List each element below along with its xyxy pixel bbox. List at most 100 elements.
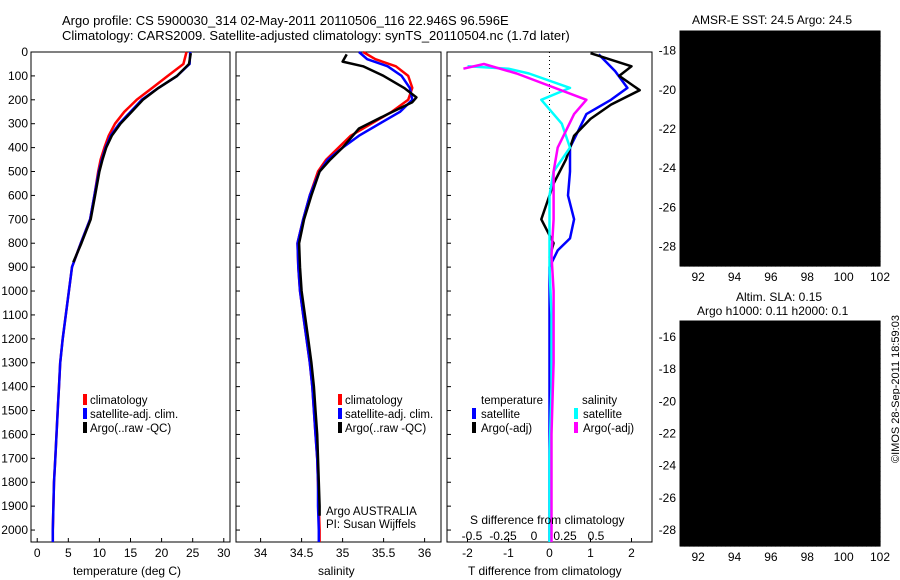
sla-map-cell xyxy=(825,353,831,360)
sst-map-cell xyxy=(793,55,799,61)
sst-map-cell xyxy=(820,261,827,267)
sla-map-cell xyxy=(689,330,695,336)
sla-map-cell xyxy=(784,414,790,421)
sla-map-cell xyxy=(848,527,854,533)
sla-map-cell xyxy=(716,349,722,355)
sst-map-cell xyxy=(766,256,772,262)
sst-map-cell xyxy=(816,109,822,115)
sla-map-cell xyxy=(752,499,758,505)
sst-map-cell xyxy=(775,256,781,262)
sst-map-cell xyxy=(857,119,863,125)
sla-map-cell xyxy=(757,447,763,453)
sla-map-cell xyxy=(711,414,717,421)
sla-map-cell xyxy=(861,508,867,514)
sst-map-cell xyxy=(789,236,795,243)
sla-map-cell xyxy=(730,330,736,336)
sst-map-cell xyxy=(784,217,790,223)
map-y-tick-label: -26 xyxy=(659,491,677,505)
sst-map-cell xyxy=(720,236,727,243)
sla-map-cell xyxy=(780,475,786,481)
sst-map-cell xyxy=(725,84,731,91)
sst-map-cell xyxy=(866,221,872,228)
y-tick-label: 100 xyxy=(8,69,28,83)
sst-map-cell xyxy=(707,50,713,57)
sla-map-cell xyxy=(734,494,740,500)
sla-map-cell xyxy=(857,499,863,505)
salinity-annotation-1: Argo AUSTRALIA xyxy=(326,506,417,518)
sst-map-cell xyxy=(711,65,717,71)
sst-map-cell xyxy=(757,158,763,164)
sla-map-cell xyxy=(839,438,845,444)
sst-map-cell xyxy=(834,55,840,61)
sla-map-cell xyxy=(825,531,831,538)
sst-map-cell xyxy=(757,99,763,106)
sst-map-cell xyxy=(802,104,808,110)
sla-map-cell xyxy=(843,414,849,421)
sst-map-cell xyxy=(875,202,881,208)
sla-map-cell xyxy=(789,442,795,449)
sla-map-cell xyxy=(798,405,804,411)
sla-map-cell xyxy=(770,410,777,416)
sst-map-cell xyxy=(825,148,831,154)
sla-map-cell xyxy=(716,475,722,481)
sla-map-cell xyxy=(848,522,854,528)
sst-map-cell xyxy=(693,158,699,164)
sla-map-cell xyxy=(766,513,772,519)
sla-map-cell xyxy=(843,396,849,402)
sla-map-cell xyxy=(852,461,858,467)
sla-map-cell xyxy=(784,339,790,346)
sla-map-cell xyxy=(698,330,704,336)
sst-map-cell xyxy=(720,79,727,86)
sla-map-cell xyxy=(711,527,717,533)
sst-map-cell xyxy=(820,182,827,189)
sla-map-cell xyxy=(848,381,854,388)
sla-map-cell xyxy=(716,442,722,449)
sla-map-cell xyxy=(811,335,817,341)
sst-map-cell xyxy=(793,177,799,184)
sst-map-cell xyxy=(784,212,790,218)
sla-map-cell xyxy=(793,475,799,481)
sla-map-cell xyxy=(730,531,736,538)
sla-map-cell xyxy=(789,396,795,402)
sst-map-cell xyxy=(839,133,845,140)
sla-map-cell xyxy=(757,438,763,444)
sla-map-cell xyxy=(720,536,727,542)
sla-map-cell xyxy=(798,452,804,458)
sst-map-cell xyxy=(852,256,858,262)
sla-map-cell xyxy=(684,485,690,491)
sst-map-cell xyxy=(793,251,799,257)
sst-map-cell xyxy=(698,207,704,213)
sst-map-cell xyxy=(834,84,840,91)
sla-map-cell xyxy=(693,494,699,500)
sla-map-cell xyxy=(825,414,831,421)
sla-map-cell xyxy=(693,344,699,350)
sla-map-cell xyxy=(734,339,740,346)
sla-map-cell xyxy=(680,410,686,416)
sla-map-cell xyxy=(725,489,731,496)
sla-map-cell xyxy=(857,438,863,444)
sst-map-cell xyxy=(752,246,758,252)
sla-map-cell xyxy=(689,536,695,542)
sst-map-cell xyxy=(739,89,745,96)
sst-map-cell xyxy=(743,192,749,199)
sst-map-cell xyxy=(839,246,845,252)
sst-map-cell xyxy=(720,109,727,115)
sst-map-cell xyxy=(680,45,686,52)
sst-map-cell xyxy=(793,246,799,252)
sst-map-cell xyxy=(780,172,786,179)
sla-map-cell xyxy=(702,494,708,500)
sla-map-cell xyxy=(820,499,827,505)
sst-map-cell xyxy=(689,236,695,243)
sla-map-cell xyxy=(761,396,767,402)
sla-map-cell xyxy=(770,508,777,514)
sst-map-cell xyxy=(866,158,872,164)
sla-map-cell xyxy=(752,330,758,336)
sst-map-cell xyxy=(757,177,763,184)
sla-map-cell xyxy=(866,527,872,533)
legend-label: climatology xyxy=(345,395,403,407)
sla-map-cell xyxy=(852,377,858,383)
sla-map-cell xyxy=(689,405,695,411)
map-y-tick-label: -18 xyxy=(659,362,677,376)
sst-map-cell xyxy=(757,192,763,199)
sla-map-cell xyxy=(793,503,799,510)
